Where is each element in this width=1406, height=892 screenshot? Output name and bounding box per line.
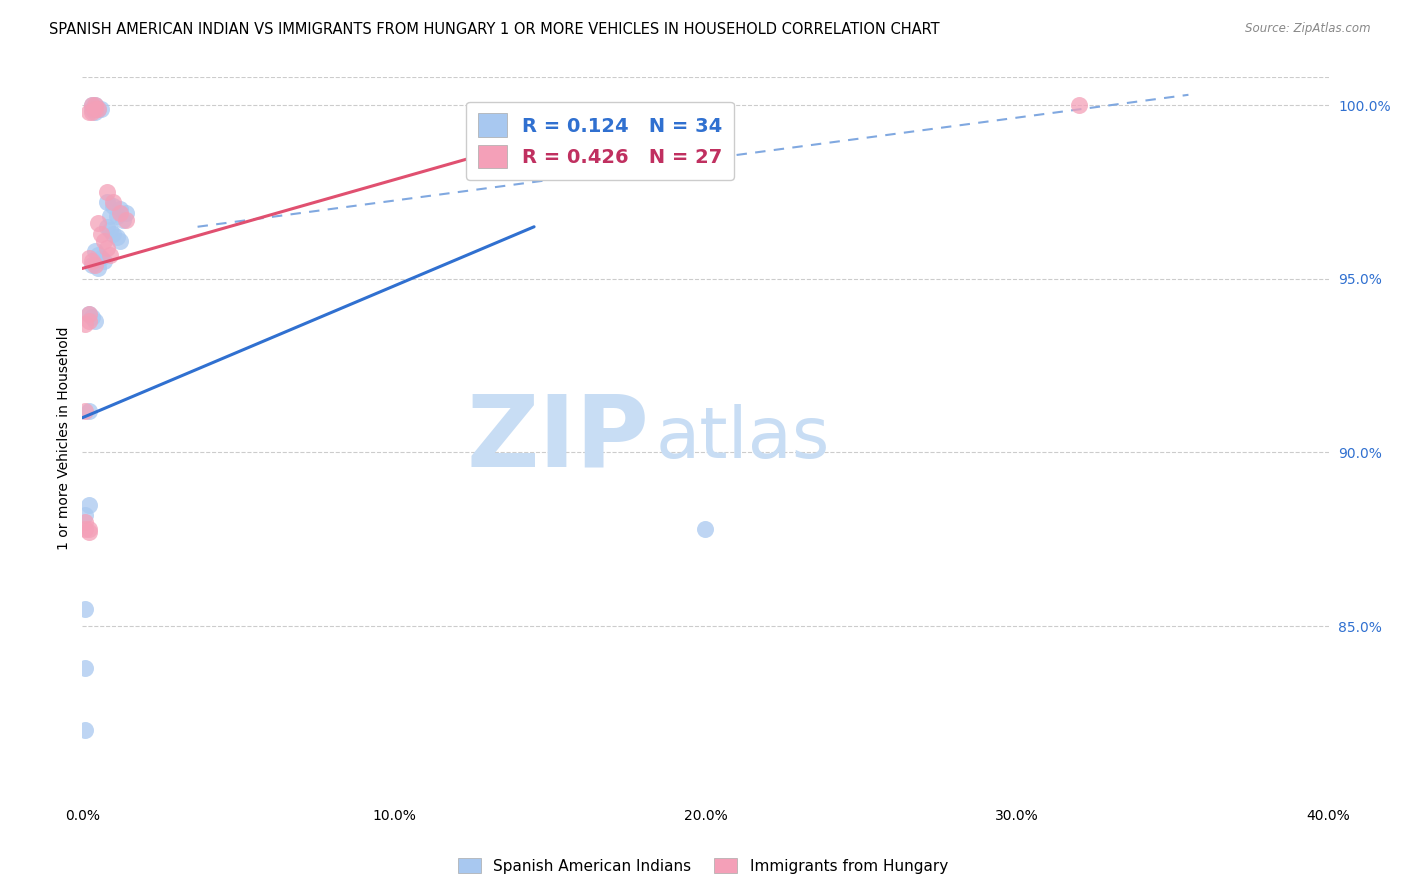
Point <box>90 102 112 116</box>
Point <box>1069 98 1091 112</box>
Point <box>77 498 100 512</box>
Point <box>87 216 110 230</box>
Point <box>83 313 105 327</box>
Point <box>103 199 125 213</box>
Point <box>80 254 103 268</box>
Point <box>105 230 128 244</box>
Y-axis label: 1 or more Vehicles in Household: 1 or more Vehicles in Household <box>58 326 72 550</box>
Point <box>96 241 118 255</box>
Point <box>103 195 125 210</box>
Point <box>83 98 105 112</box>
Point <box>87 261 110 276</box>
Point <box>105 210 128 224</box>
Point <box>83 105 105 120</box>
Point <box>75 601 97 615</box>
Text: SPANISH AMERICAN INDIAN VS IMMIGRANTS FROM HUNGARY 1 OR MORE VEHICLES IN HOUSEHO: SPANISH AMERICAN INDIAN VS IMMIGRANTS FR… <box>49 22 939 37</box>
Point <box>77 251 100 265</box>
Point <box>77 404 100 418</box>
Point <box>98 247 121 261</box>
Point <box>75 508 97 522</box>
Point <box>98 223 121 237</box>
Legend: R = 0.124   N = 34, R = 0.426   N = 27: R = 0.124 N = 34, R = 0.426 N = 27 <box>465 102 734 180</box>
Point <box>103 227 125 241</box>
Legend: Spanish American Indians, Immigrants from Hungary: Spanish American Indians, Immigrants fro… <box>453 852 953 880</box>
Point <box>87 247 110 261</box>
Point <box>80 98 103 112</box>
Point <box>75 317 97 331</box>
Point <box>75 515 97 529</box>
Point <box>87 102 110 116</box>
Point <box>75 404 97 418</box>
Point <box>695 522 717 536</box>
Point <box>115 206 138 220</box>
Point <box>108 234 131 248</box>
Point <box>80 98 103 112</box>
Point <box>83 102 105 116</box>
Point <box>108 206 131 220</box>
Point <box>77 313 100 327</box>
Text: ZIP: ZIP <box>467 390 650 487</box>
Point <box>108 202 131 217</box>
Point <box>83 258 105 272</box>
Point <box>111 212 134 227</box>
Point <box>80 258 103 272</box>
Point <box>80 105 103 120</box>
Point <box>77 105 100 120</box>
Point <box>87 102 110 116</box>
Point <box>75 661 97 675</box>
Point <box>83 98 105 112</box>
Point <box>96 185 118 199</box>
Point <box>96 195 118 210</box>
Text: atlas: atlas <box>655 404 830 473</box>
Point <box>75 522 97 536</box>
Point <box>93 254 115 268</box>
Point <box>77 307 100 321</box>
Point <box>90 251 112 265</box>
Point <box>115 212 138 227</box>
Text: Source: ZipAtlas.com: Source: ZipAtlas.com <box>1246 22 1371 36</box>
Point <box>90 227 112 241</box>
Point <box>83 244 105 258</box>
Point <box>80 102 103 116</box>
Point <box>98 210 121 224</box>
Point <box>77 522 100 536</box>
Point <box>80 310 103 324</box>
Point <box>96 219 118 234</box>
Point <box>77 525 100 540</box>
Point <box>93 234 115 248</box>
Point <box>77 307 100 321</box>
Point <box>75 723 97 738</box>
